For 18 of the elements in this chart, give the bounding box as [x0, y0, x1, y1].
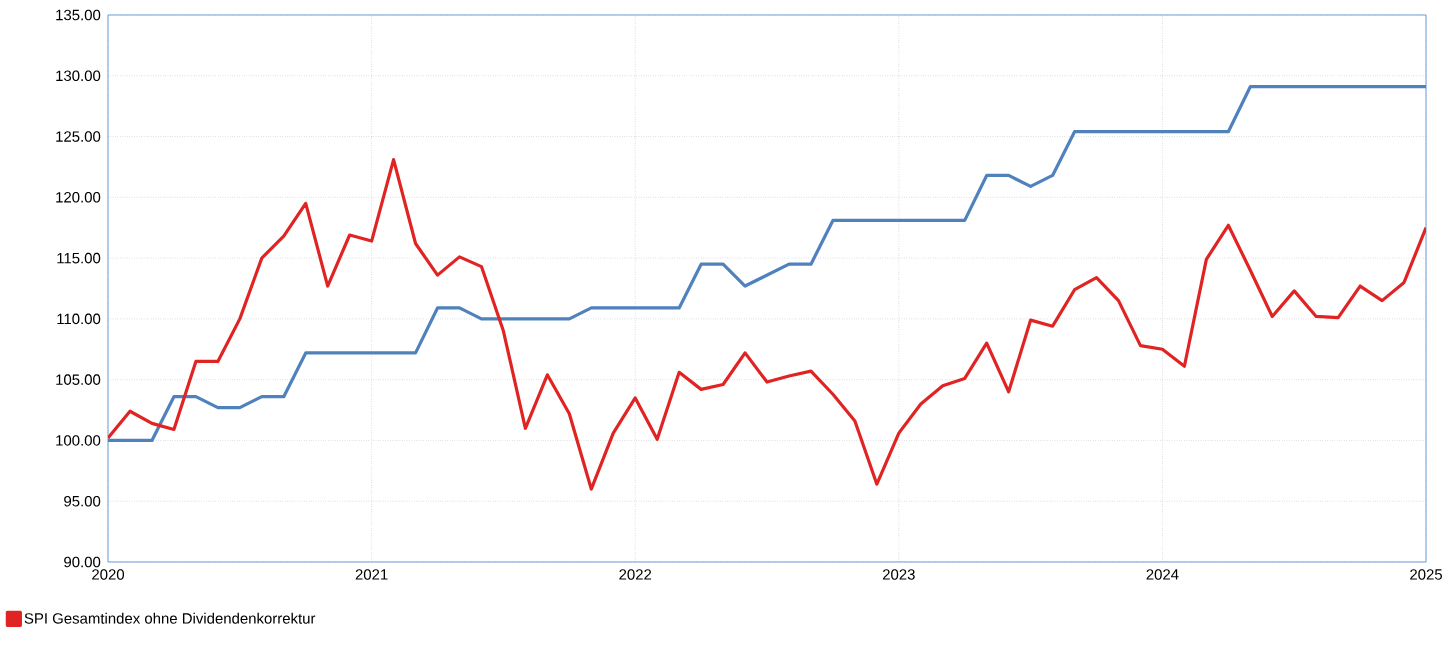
x-tick-label: 2021	[355, 569, 388, 580]
line-series	[108, 158, 1427, 491]
y-tick-label: 125.00	[56, 131, 101, 142]
x-tick-label: 2022	[619, 569, 652, 580]
x-tick-label: 2020	[92, 569, 125, 580]
x-tick-label: 2023	[882, 569, 915, 580]
y-tick-label: 115.00	[57, 252, 101, 264]
y-tick-label: 110.00	[57, 313, 101, 325]
x-tick-label: 2025	[1410, 569, 1443, 580]
y-tick-label: 105.00	[56, 374, 101, 385]
y-tick-label: 120.00	[56, 192, 101, 203]
y-tick-label: 135.00	[56, 9, 101, 21]
x-tick-label: 2024	[1146, 569, 1179, 580]
y-tick-label: 95.00	[64, 495, 101, 507]
y-tick-label: 100.00	[56, 435, 101, 446]
y-tick-label: 90.00	[64, 556, 101, 568]
legend-label: SPI Gesamtindex ohne Dividendenkorrektur	[24, 612, 316, 624]
y-tick-label: 130.00	[56, 70, 101, 82]
